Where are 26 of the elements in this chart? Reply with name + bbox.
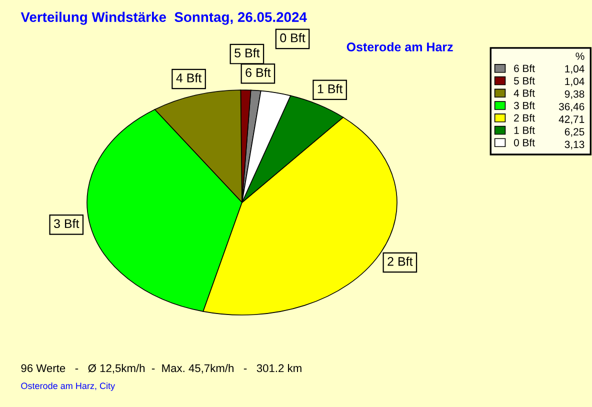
legend-label: 3 Bft — [514, 102, 535, 110]
data-label: 1,04 — [565, 65, 584, 74]
legend-label: 1 Bft — [514, 126, 535, 134]
category-label: 0 Bft — [280, 33, 306, 42]
slice-label: 2 Bft — [388, 256, 413, 266]
legend-label: 5 Bft — [514, 76, 535, 84]
legend-title: % — [576, 52, 584, 60]
text: 96 Werte - Ø 12,5km/h - Max. 45,7km/h - 301.2 km — [21, 364, 302, 374]
slice-label: 5 Bft — [234, 48, 260, 58]
legend-label: 6 Bft — [514, 64, 535, 72]
data-label: 36,46 — [558, 102, 584, 112]
slice-label: 3 Bft — [54, 218, 80, 228]
slice-label: 4 Bft — [176, 73, 202, 82]
legend-label: 0 Bft — [514, 138, 535, 146]
chart-subtitle: Osterode am Harz — [346, 42, 453, 52]
data-label: 3,13 — [564, 140, 584, 150]
slice-label: 6 Bft — [246, 68, 271, 77]
legend-label: 4 Bft — [514, 89, 535, 97]
data-label: 42,71 — [558, 116, 584, 124]
chart-title: Verteilung Windstärke Sonntag, 26.05.2024 — [20, 12, 307, 25]
data-label: 9,38 — [564, 90, 584, 99]
data-label: 1,04 — [565, 78, 584, 86]
data-label: 6,25 — [564, 128, 584, 137]
legend-label: 2 Bft — [514, 114, 535, 122]
text: Osterode am Harz, City — [21, 382, 116, 391]
slice-label: 1 Bft — [318, 84, 343, 94]
